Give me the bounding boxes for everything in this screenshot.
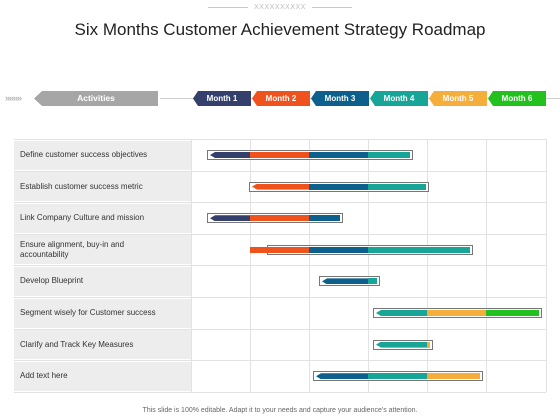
row-divider xyxy=(14,360,546,362)
timeline-bar xyxy=(250,244,473,255)
bar-segment-month-2 xyxy=(250,246,309,253)
bar-segment-month-6 xyxy=(486,310,539,316)
row-divider xyxy=(14,328,546,330)
bar-segment-month-3 xyxy=(309,215,340,222)
bar-segment-month-4 xyxy=(368,183,426,190)
month-label-1: Month 1 xyxy=(193,91,251,106)
chevrons-icon: »»»» xyxy=(5,93,22,103)
row-divider xyxy=(14,202,546,204)
activities-header: Activities xyxy=(34,91,158,106)
row-divider xyxy=(14,391,546,393)
decor-line-right xyxy=(311,6,352,8)
bar-segment-month-5 xyxy=(427,373,480,380)
timeline-bar xyxy=(313,371,483,382)
watermark-text: XXXXXXXXXX xyxy=(254,4,306,11)
timeline-bar xyxy=(207,213,343,224)
bar-segment-month-4 xyxy=(368,246,470,253)
month-label-2: Month 2 xyxy=(252,91,310,106)
activity-label: Ensure alignment, buy-in and accountabil… xyxy=(20,239,125,259)
bar-segment-month-2 xyxy=(252,183,309,190)
timeline-bar xyxy=(207,150,413,160)
month-label-4: Month 4 xyxy=(370,91,428,106)
activity-cell xyxy=(14,203,191,233)
page-title: Six Months Customer Achievement Strategy… xyxy=(74,20,486,39)
bar-segment-month-2 xyxy=(250,152,309,158)
timeline-bar xyxy=(319,276,380,287)
timeline-bar xyxy=(373,339,433,350)
bar-segment-month-3 xyxy=(316,373,368,380)
month-label-3: Month 3 xyxy=(311,91,369,106)
month-label-5: Month 5 xyxy=(429,91,487,106)
activity-label: Define customer success objectives xyxy=(20,150,148,159)
timeline-bar xyxy=(373,308,542,318)
bar-segment-month-3 xyxy=(309,246,368,253)
bar-segment-month-3 xyxy=(309,183,368,190)
timeline-bar xyxy=(249,181,429,192)
bar-segment-month-5 xyxy=(427,341,430,348)
top-decoration: XXXXXXXXXX xyxy=(0,4,560,11)
activity-cell xyxy=(14,330,191,360)
month-label-6: Month 6 xyxy=(488,91,546,106)
activity-label: Establish customer success metric xyxy=(20,181,143,191)
bar-segment-month-4 xyxy=(368,373,427,380)
bar-segment-month-3 xyxy=(309,152,368,158)
bar-segment-month-2 xyxy=(250,215,309,222)
bar-segment-month-4 xyxy=(376,310,427,316)
grid-column-line xyxy=(546,139,547,392)
activity-label: Segment wisely for Customer success xyxy=(20,308,156,317)
activity-cell xyxy=(14,298,191,328)
footer-note: This slide is 100% editable. Adapt it to… xyxy=(142,407,418,414)
activity-label: Develop Blueprint xyxy=(20,276,84,286)
activity-cell xyxy=(14,266,191,296)
bar-segment-month-4 xyxy=(368,152,410,158)
row-divider xyxy=(14,265,546,267)
activity-cell xyxy=(14,140,191,170)
bar-segment-month-4 xyxy=(376,341,427,348)
row-divider xyxy=(14,170,546,172)
bar-segment-month-1 xyxy=(210,152,250,158)
bar-segment-month-4 xyxy=(368,278,377,285)
activity-label: Link Company Culture and mission xyxy=(20,213,145,223)
activity-cell xyxy=(14,235,191,265)
row-divider xyxy=(14,297,546,298)
activity-label: Add text here xyxy=(20,371,68,381)
activity-cell xyxy=(14,361,191,391)
bar-segment-month-5 xyxy=(427,310,486,316)
row-divider xyxy=(14,233,546,235)
decor-line-left xyxy=(208,6,249,8)
bar-segment-month-1 xyxy=(210,215,250,222)
activity-label: Clarify and Track Key Measures xyxy=(20,339,134,349)
activity-cell xyxy=(14,172,191,202)
bar-segment-month-3 xyxy=(322,278,368,285)
row-divider xyxy=(14,139,546,140)
